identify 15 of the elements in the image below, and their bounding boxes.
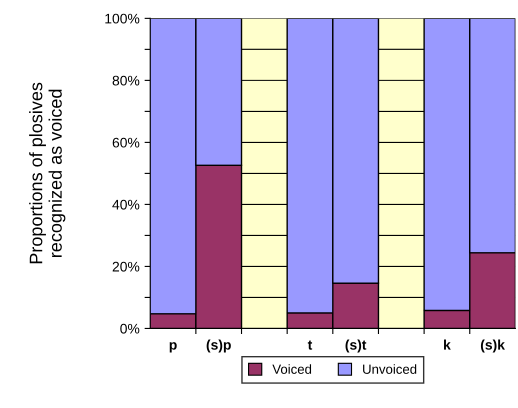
x-tick-label: (s)t: [346, 340, 366, 352]
y-axis-title: Proportions of plosives recognized as voiced: [29, 82, 66, 264]
legend-label: Voiced: [272, 364, 312, 374]
x-tick-label: p: [170, 342, 177, 352]
legend-label: Unvoiced: [363, 364, 416, 374]
y-tick-label: 80%: [112, 76, 140, 86]
x-tick-label: t: [308, 340, 312, 350]
y-tick-label: 20%: [112, 262, 140, 272]
y-tick-label: 40%: [112, 200, 140, 210]
x-tick-label: k: [444, 340, 451, 350]
y-tick-label: 0%: [120, 324, 140, 334]
y-tick-label: 100%: [105, 14, 140, 24]
x-tick-label: (s)k: [480, 340, 505, 352]
x-tick-label: (s)p: [206, 340, 231, 352]
y-tick-label: 60%: [112, 138, 140, 148]
